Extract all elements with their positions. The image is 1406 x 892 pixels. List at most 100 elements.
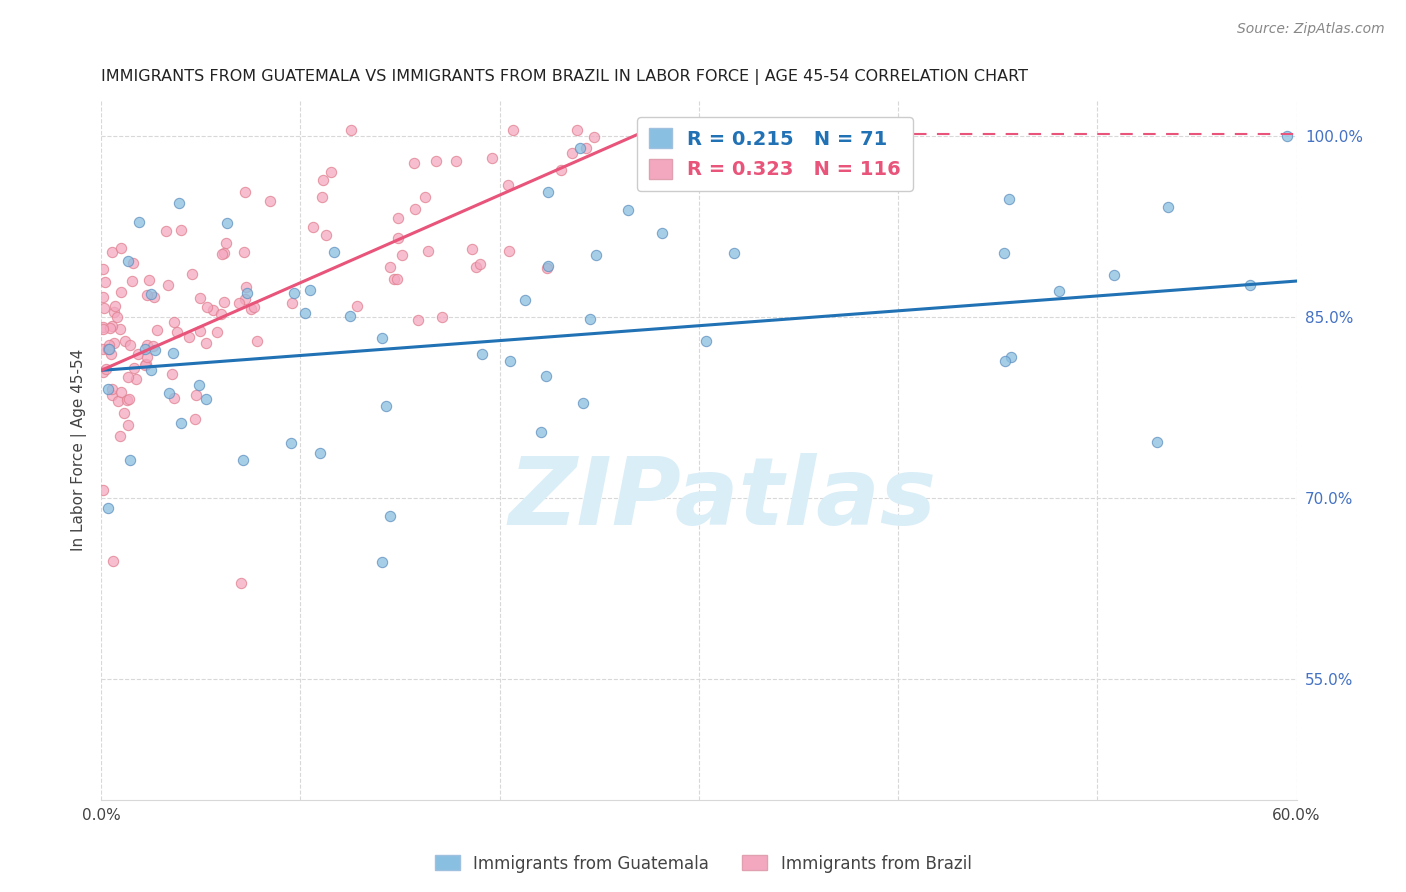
Point xyxy=(118,453,141,467)
Point xyxy=(233,185,256,199)
Point xyxy=(163,391,186,405)
Point xyxy=(481,151,503,165)
Point xyxy=(536,261,558,276)
Point xyxy=(125,372,148,386)
Point xyxy=(498,244,520,258)
Point xyxy=(283,286,305,301)
Point xyxy=(127,347,149,361)
Point xyxy=(569,141,592,155)
Point xyxy=(105,310,128,325)
Point xyxy=(416,244,439,258)
Point xyxy=(575,141,598,155)
Point xyxy=(97,500,120,515)
Point xyxy=(1156,200,1178,214)
Point xyxy=(91,320,114,334)
Point xyxy=(530,425,553,439)
Point xyxy=(496,178,519,192)
Point xyxy=(194,392,217,406)
Point xyxy=(536,259,558,273)
Point xyxy=(235,286,257,301)
Point xyxy=(246,334,269,349)
Point xyxy=(228,296,250,310)
Point xyxy=(209,307,232,321)
Point xyxy=(299,283,322,297)
Point xyxy=(382,271,405,285)
Point xyxy=(112,406,135,420)
Point xyxy=(108,428,131,442)
Point xyxy=(461,243,484,257)
Point xyxy=(993,246,1015,260)
Point xyxy=(143,343,166,357)
Point xyxy=(243,300,266,314)
Point xyxy=(166,325,188,339)
Point xyxy=(233,245,256,260)
Point xyxy=(294,306,316,320)
Text: ZIPatlas: ZIPatlas xyxy=(509,453,936,545)
Point xyxy=(156,278,179,293)
Point xyxy=(139,286,162,301)
Point xyxy=(195,301,218,315)
Point xyxy=(128,215,150,229)
Point xyxy=(143,290,166,304)
Y-axis label: In Labor Force | Age 45-54: In Labor Force | Age 45-54 xyxy=(72,349,87,551)
Point xyxy=(91,343,114,357)
Point xyxy=(387,230,409,244)
Point xyxy=(170,222,193,236)
Point xyxy=(561,145,583,160)
Point xyxy=(311,189,333,203)
Point xyxy=(1047,284,1070,298)
Point xyxy=(499,354,522,368)
Point xyxy=(91,290,114,304)
Point xyxy=(91,322,114,336)
Point xyxy=(513,293,536,307)
Point xyxy=(110,322,132,336)
Point xyxy=(464,260,486,274)
Point xyxy=(259,194,281,209)
Point xyxy=(471,346,494,360)
Point xyxy=(582,129,605,144)
Text: IMMIGRANTS FROM GUATEMALA VS IMMIGRANTS FROM BRAZIL IN LABOR FORCE | AGE 45-54 C: IMMIGRANTS FROM GUATEMALA VS IMMIGRANTS … xyxy=(101,69,1028,85)
Point xyxy=(91,483,114,497)
Point xyxy=(114,334,136,348)
Point xyxy=(101,388,124,402)
Point xyxy=(346,299,368,313)
Point xyxy=(97,382,120,396)
Point xyxy=(240,302,263,317)
Point xyxy=(232,453,254,467)
Point xyxy=(994,354,1017,368)
Point xyxy=(103,335,125,350)
Point xyxy=(94,362,117,376)
Point xyxy=(188,324,211,338)
Point xyxy=(387,211,409,225)
Point xyxy=(93,301,115,315)
Point xyxy=(142,339,165,353)
Legend: Immigrants from Guatemala, Immigrants from Brazil: Immigrants from Guatemala, Immigrants fr… xyxy=(427,848,979,880)
Point xyxy=(233,292,256,306)
Point xyxy=(280,296,302,310)
Point xyxy=(117,417,139,432)
Point xyxy=(186,388,208,402)
Point xyxy=(572,396,595,410)
Point xyxy=(502,123,524,137)
Point xyxy=(229,575,252,590)
Point xyxy=(550,162,572,177)
Point xyxy=(91,261,114,276)
Point xyxy=(170,416,193,430)
Point xyxy=(312,172,335,186)
Point xyxy=(235,280,257,294)
Point xyxy=(134,358,156,372)
Point xyxy=(695,334,717,348)
Point xyxy=(998,192,1021,206)
Point xyxy=(280,435,302,450)
Point xyxy=(315,227,337,242)
Point xyxy=(339,310,361,324)
Point xyxy=(101,244,124,259)
Point xyxy=(301,219,323,234)
Point xyxy=(877,168,900,182)
Point xyxy=(121,274,143,288)
Point xyxy=(340,123,363,137)
Point xyxy=(135,288,157,302)
Point xyxy=(1239,278,1261,293)
Point xyxy=(167,195,190,210)
Point xyxy=(579,311,602,326)
